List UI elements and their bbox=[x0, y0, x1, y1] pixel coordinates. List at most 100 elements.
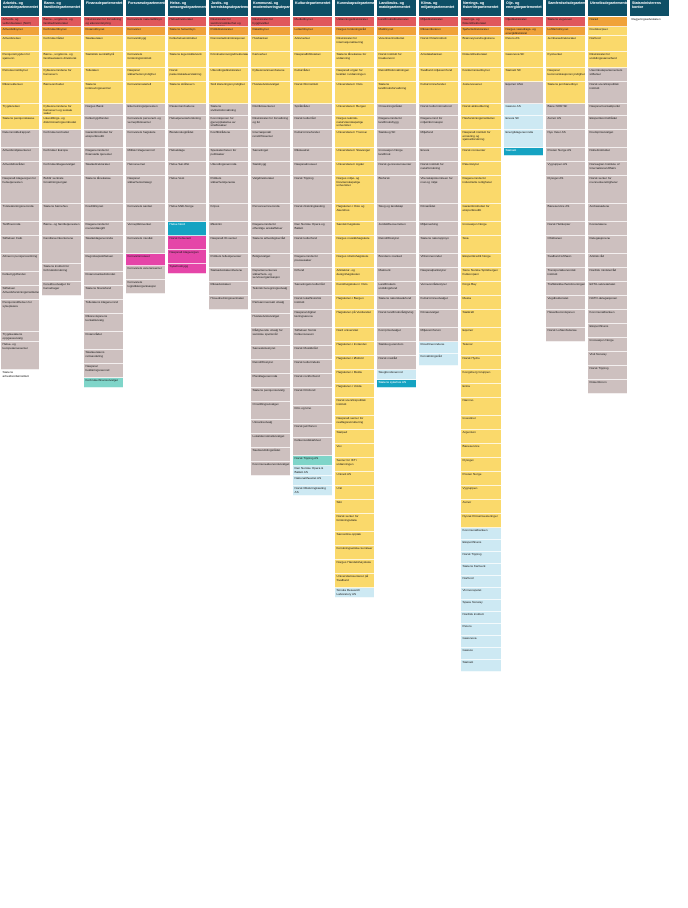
agency-cell[interactable]: Klagenemnda for finansielle tjenester bbox=[84, 148, 123, 162]
agency-cell[interactable]: Norsk institutt for naturforskning bbox=[419, 162, 458, 176]
agency-cell[interactable]: Norges Bank bbox=[84, 104, 123, 116]
agency-cell[interactable]: Utmarksutvalg bbox=[251, 420, 290, 434]
agency-cell[interactable]: Vitenskapskomiteen for mat og miljø bbox=[419, 176, 458, 204]
agency-cell[interactable]: Siva bbox=[461, 236, 501, 254]
agency-cell[interactable]: Norges forskningsråd bbox=[335, 27, 374, 36]
agency-cell[interactable]: Skatteklagenemnda bbox=[84, 236, 123, 254]
agency-cell[interactable]: Baneservice AS bbox=[546, 204, 585, 222]
agency-cell[interactable]: Fylkesnemndene for barnevern og sosiale … bbox=[42, 104, 81, 116]
agency-cell[interactable]: Arktisk råd bbox=[588, 254, 627, 268]
agency-cell[interactable]: Forsvarsbygg bbox=[126, 36, 165, 52]
agency-cell[interactable]: Petoro bbox=[461, 624, 501, 636]
agency-cell[interactable]: Tariffnemnda bbox=[1, 222, 39, 236]
agency-cell[interactable]: Trygderetten bbox=[1, 104, 39, 116]
agency-cell[interactable]: Norsk Luftambulanse bbox=[546, 328, 585, 342]
agency-cell[interactable]: Eksportkontrollrådet bbox=[588, 116, 627, 130]
agency-cell[interactable]: Universitetet i Bergen bbox=[335, 104, 374, 116]
agency-cell[interactable]: Folkehelseinstituttet bbox=[168, 36, 206, 52]
agency-cell[interactable]: Norsk kulturfond bbox=[293, 236, 332, 254]
agency-cell[interactable]: Høgskolen i Østfold bbox=[335, 356, 374, 370]
agency-cell[interactable]: Arbeidsretten bbox=[1, 36, 39, 52]
agency-cell[interactable]: Norwegian Institute of International Aff… bbox=[588, 162, 627, 176]
agency-cell[interactable]: Norsk rockforbund bbox=[293, 374, 332, 388]
agency-cell[interactable]: Forsvarets veteransenter bbox=[126, 266, 165, 280]
agency-cell[interactable]: Fiskeriforum bbox=[588, 380, 627, 394]
agency-cell[interactable]: Nasjonal bokføringsnemnd bbox=[84, 364, 123, 378]
agency-cell[interactable]: Norfund bbox=[588, 36, 627, 52]
agency-cell[interactable]: Statens pensjonsutvalg bbox=[251, 388, 290, 402]
agency-cell[interactable]: Klagenemnda for pressesaker bbox=[293, 254, 332, 268]
agency-cell[interactable]: Heimevernet bbox=[126, 162, 165, 176]
agency-cell[interactable]: Senter for IKT i utdanningen bbox=[335, 458, 374, 472]
agency-cell[interactable]: Miljømerking bbox=[419, 222, 458, 236]
agency-cell[interactable]: Petroleumstilsynet bbox=[1, 68, 39, 82]
agency-cell[interactable]: Direktoratet for internasjonalisering bbox=[335, 36, 374, 52]
agency-cell[interactable]: Norsk senter for menneskerettigheter bbox=[588, 176, 627, 204]
agency-cell[interactable]: Mattilsynet bbox=[377, 27, 416, 36]
agency-cell[interactable]: Miljødirektoratet bbox=[419, 17, 458, 27]
agency-cell[interactable]: Forbrukerklageutvalget bbox=[42, 162, 81, 176]
agency-cell[interactable]: Politidirektoratet bbox=[209, 27, 248, 36]
agency-cell[interactable]: Statens naturskadefond bbox=[377, 296, 416, 310]
agency-cell[interactable]: Regnskapsstiftelsen bbox=[84, 254, 123, 272]
agency-cell[interactable]: Militær klagenemnd bbox=[126, 148, 165, 162]
agency-cell[interactable]: Finansmarkedsfondet bbox=[84, 272, 123, 286]
agency-cell[interactable]: Kornprisutvalget bbox=[377, 328, 416, 342]
agency-cell[interactable]: Barne- og familietjenesten bbox=[42, 222, 81, 236]
agency-cell[interactable]: Telenor bbox=[461, 342, 501, 356]
agency-cell[interactable]: Fiskeridirektoratet bbox=[461, 52, 501, 68]
agency-cell[interactable]: Omstillingsutvalget bbox=[251, 402, 290, 420]
agency-cell[interactable]: Landbrukets utviklingsfond bbox=[377, 282, 416, 296]
agency-cell[interactable]: Kongsberg Gruppen bbox=[461, 370, 501, 384]
agency-cell[interactable]: Høgskolen i Oslo og Akershus bbox=[335, 204, 374, 222]
agency-cell[interactable]: Film og kino bbox=[293, 406, 332, 424]
agency-cell[interactable]: Norsk utenrikspolitisk institutt bbox=[588, 82, 627, 104]
agency-cell[interactable]: Norsk lokalhistorisk institutt bbox=[293, 296, 332, 310]
agency-cell[interactable]: Direktoratet for forvaltning og ikt bbox=[251, 116, 290, 130]
agency-cell[interactable]: Nasjonalmuseet bbox=[293, 162, 332, 176]
agency-cell[interactable]: Barneombudet bbox=[42, 82, 81, 104]
agency-cell[interactable]: Arkitektur- og designhøgskolen bbox=[335, 268, 374, 282]
agency-cell[interactable]: Norges Handelshøyskole bbox=[335, 560, 374, 574]
agency-cell[interactable]: Forbrukerrådet bbox=[42, 36, 81, 52]
agency-cell[interactable]: Universitetet i Stavanger bbox=[335, 148, 374, 162]
agency-cell[interactable]: Distriktssenteret bbox=[251, 104, 290, 116]
agency-cell[interactable]: Skattedirektoratet bbox=[84, 162, 123, 176]
agency-cell[interactable]: Eksportfinans bbox=[588, 324, 627, 338]
agency-cell[interactable]: Høgskolen i Innlandet bbox=[335, 342, 374, 356]
agency-cell[interactable]: Planklagenemnda bbox=[251, 374, 290, 388]
agency-cell[interactable]: Høgskolen i Molde bbox=[335, 370, 374, 384]
agency-cell[interactable]: Helse Midt-Norge bbox=[168, 204, 206, 222]
agency-cell[interactable]: Statens institutt for forbruksforskning bbox=[42, 264, 81, 282]
agency-cell[interactable]: Forvaltningsråd bbox=[419, 354, 458, 366]
agency-cell[interactable]: EFTA-sekretariatet bbox=[588, 282, 627, 296]
agency-cell[interactable]: Investinor bbox=[461, 416, 501, 430]
agency-cell[interactable]: Nasjonalt senter for realfagsrekrutterin… bbox=[335, 416, 374, 430]
agency-cell[interactable]: Forbrukerombudet bbox=[42, 130, 81, 148]
agency-cell[interactable]: Direktoratet for forvaltning og økonomis… bbox=[84, 17, 123, 27]
agency-cell[interactable]: Direktoratet for byggkvalitet bbox=[251, 17, 290, 27]
agency-cell[interactable]: Sykehusbygg bbox=[168, 264, 206, 274]
agency-cell[interactable]: Den Norske Opera & Ballett AS bbox=[293, 466, 332, 476]
agency-cell[interactable]: Omsetningsrådet bbox=[377, 104, 416, 116]
agency-cell[interactable]: NATO-delegasjonen bbox=[588, 296, 627, 310]
agency-cell[interactable]: Skatteetaten bbox=[84, 36, 123, 52]
agency-cell[interactable]: Samordna opptak bbox=[335, 532, 374, 546]
agency-cell[interactable]: Kommuneøkonomiutvalget bbox=[251, 462, 290, 476]
agency-cell[interactable]: Nasjonal digital læringsarena bbox=[293, 310, 332, 328]
agency-cell[interactable]: Sameskolestyret bbox=[251, 346, 290, 360]
agency-cell[interactable]: Familievernkontorene bbox=[42, 236, 81, 264]
agency-cell[interactable]: Eksportfinans bbox=[461, 540, 501, 552]
agency-cell[interactable]: Norsk Tipping bbox=[461, 552, 501, 564]
agency-cell[interactable]: Forsvarets sanitet bbox=[126, 204, 165, 222]
agency-cell[interactable]: Høgskulen på Vestlandet bbox=[335, 310, 374, 328]
agency-cell[interactable]: Norsk kulturindeks bbox=[293, 360, 332, 374]
agency-cell[interactable]: Arkivverket bbox=[293, 36, 332, 52]
agency-cell[interactable]: Arbeidsmiljøsenteret bbox=[1, 148, 39, 162]
agency-cell[interactable]: Tvisteløsningsnemnda bbox=[1, 204, 39, 222]
agency-cell[interactable]: Norsk utenrikspolitisk institutt bbox=[335, 398, 374, 416]
agency-cell[interactable]: Stiftelsen Arbeidsforskningsinstituttet bbox=[1, 286, 39, 300]
agency-cell[interactable]: Norsk jazzforum bbox=[293, 424, 332, 438]
agency-cell[interactable]: Politiets fellestjenester bbox=[209, 254, 248, 268]
agency-cell[interactable]: Spesialenheten for politisaker bbox=[209, 148, 248, 162]
